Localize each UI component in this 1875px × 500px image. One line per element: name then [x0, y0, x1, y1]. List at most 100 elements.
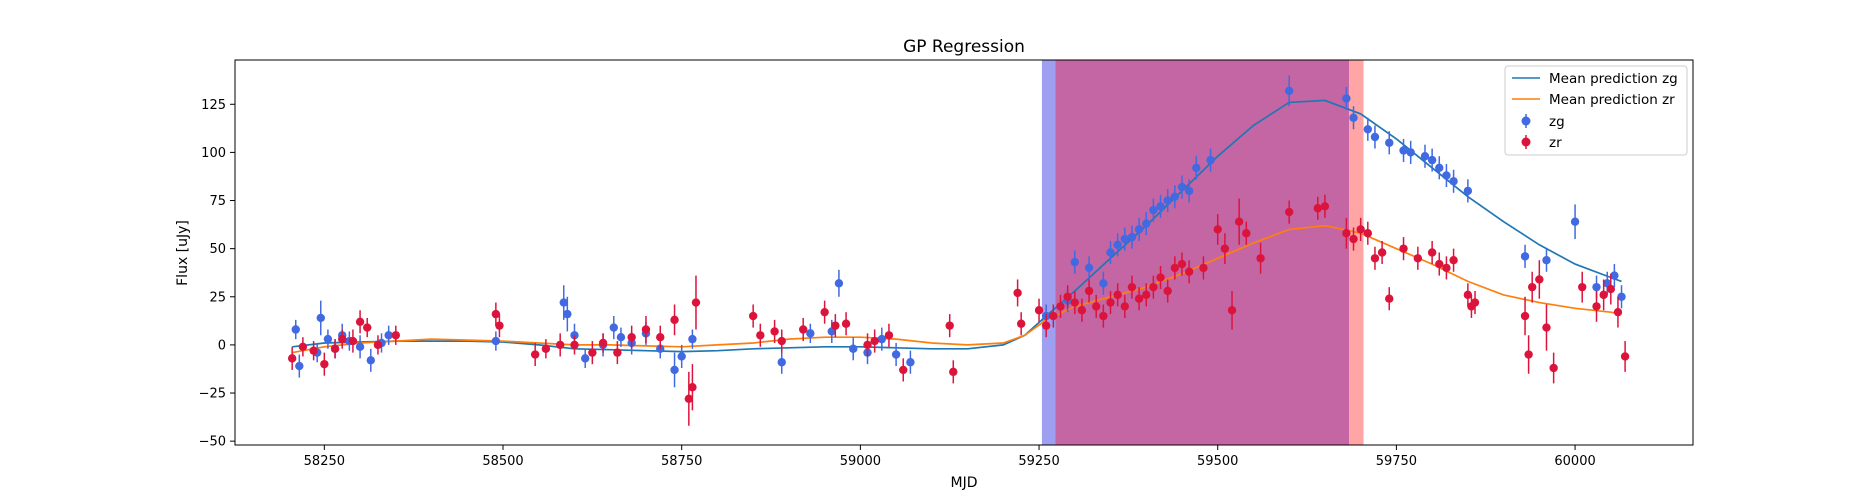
x-axis-label: MJD [951, 475, 978, 491]
y-axis-label: Flux [uJy] [175, 220, 191, 286]
point-zr [1184, 267, 1194, 276]
point-zr [320, 359, 329, 369]
point-zr [1156, 273, 1165, 282]
point-zg [1177, 182, 1187, 192]
point-zg [609, 323, 618, 332]
point-zg [806, 329, 815, 338]
point-zr [598, 338, 608, 348]
point-zg [1610, 271, 1619, 280]
point-zr [1542, 323, 1551, 332]
point-zg [1206, 155, 1215, 165]
point-zr [1356, 225, 1365, 234]
point-zr [670, 315, 679, 325]
point-zr [1349, 234, 1358, 244]
legend-label-mean-zg: Mean prediction zg [1549, 71, 1678, 87]
axes-frame [234, 59, 1694, 446]
point-zr [1284, 207, 1294, 217]
point-zg [1570, 217, 1580, 226]
point-zr [691, 298, 701, 307]
legend-marker-zg [1521, 116, 1531, 126]
point-zg [1120, 234, 1130, 244]
point-zg [891, 350, 901, 359]
point-zr [1385, 294, 1394, 303]
point-zg [777, 358, 786, 367]
point-zr [348, 336, 358, 346]
point-zg [563, 309, 572, 319]
point-zg [1427, 155, 1437, 165]
point-zr [1320, 202, 1330, 211]
point-zr [1592, 302, 1601, 311]
point-zr [748, 311, 758, 321]
point-zg [688, 334, 697, 344]
point-zr [1227, 306, 1237, 315]
point-zr [491, 309, 501, 319]
point-zr [688, 383, 697, 392]
x-tick-label: 60000 [1554, 454, 1595, 469]
point-zg [616, 333, 626, 342]
point-zg [1363, 125, 1373, 134]
point-zg [1463, 186, 1473, 196]
point-zg [1156, 202, 1165, 211]
point-zr [555, 340, 565, 350]
point-zg [1149, 205, 1158, 215]
y-axis-ticks: −50 −25 0 25 50 75 100 125 [199, 98, 235, 450]
point-zg [1449, 177, 1458, 186]
point-zr [1056, 302, 1065, 311]
point-zr [1578, 282, 1587, 292]
shaded-region-2 [1349, 60, 1364, 445]
point-zg [1134, 225, 1144, 234]
point-zr [1099, 311, 1108, 321]
point-zg [1163, 196, 1172, 205]
point-zr [330, 344, 340, 353]
point-zr [1377, 248, 1387, 257]
point-zr [899, 365, 908, 375]
point-zr [1242, 229, 1251, 238]
x-tick-label: 59750 [1376, 454, 1417, 469]
legend-label-mean-zr: Mean prediction zr [1549, 92, 1675, 108]
point-zg [1370, 132, 1380, 142]
point-zr [1463, 290, 1473, 300]
point-zr [863, 340, 872, 350]
point-zr [1134, 294, 1144, 303]
point-zr [1142, 290, 1151, 300]
point-zr [1120, 302, 1130, 311]
point-zr [1524, 350, 1533, 359]
point-zg [1435, 163, 1444, 172]
point-zr [570, 340, 579, 350]
point-zg [1142, 219, 1151, 228]
point-zr [541, 344, 551, 353]
legend: Mean prediction zg Mean prediction zr zg… [1504, 65, 1688, 156]
point-zg [1406, 148, 1415, 157]
point-zr [1370, 254, 1380, 263]
point-zg [559, 298, 568, 307]
point-zr [1113, 290, 1122, 300]
shaded-region-0 [1041, 60, 1056, 445]
point-zr [1342, 229, 1351, 238]
point-zr [391, 331, 401, 340]
point-zr [1077, 306, 1087, 315]
point-zg [1342, 94, 1351, 103]
x-tick-label: 59500 [1197, 454, 1238, 469]
point-zr [777, 336, 786, 346]
point-zg [1113, 240, 1122, 249]
x-tick-label: 59000 [840, 454, 881, 469]
point-zg [1184, 186, 1194, 196]
point-zg [1542, 256, 1551, 265]
series-zr [287, 194, 1630, 426]
point-zr [1599, 290, 1608, 300]
point-zg [1520, 252, 1530, 261]
y-tick-label: 125 [201, 98, 226, 113]
point-zg [906, 358, 915, 367]
point-zr [373, 340, 383, 350]
point-zr [1363, 229, 1373, 238]
point-zr [1063, 292, 1072, 301]
point-zg [570, 331, 579, 340]
point-zr [1520, 311, 1530, 321]
point-zr [1163, 286, 1172, 296]
point-zg [581, 354, 590, 363]
shaded-region-1 [1055, 60, 1350, 445]
point-zg [1192, 163, 1201, 172]
point-zr [1549, 363, 1558, 373]
point-zr [287, 354, 297, 363]
point-zg [366, 356, 375, 365]
